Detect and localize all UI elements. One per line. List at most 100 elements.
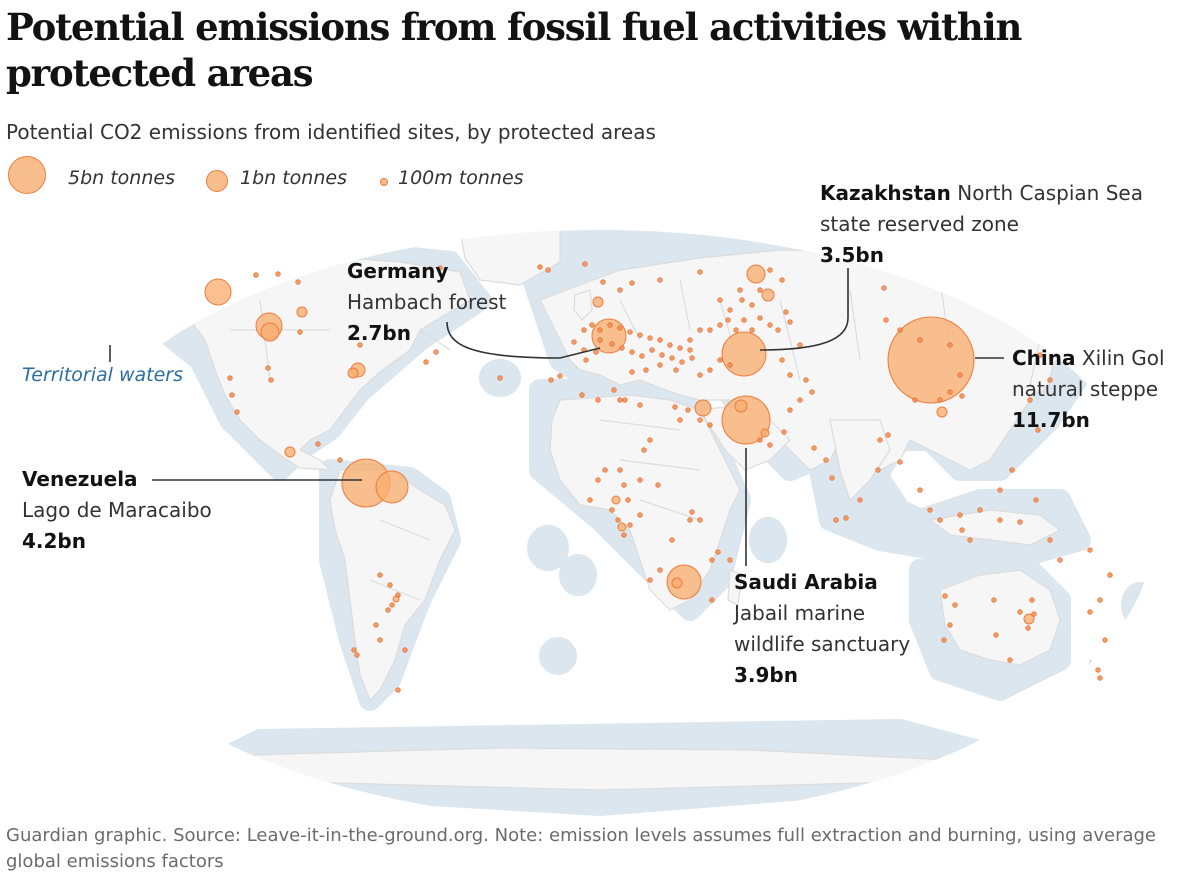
- emission-bubble-small: [749, 327, 755, 333]
- emission-bubble-small: [643, 367, 649, 373]
- emission-bubble-small: [637, 332, 643, 338]
- emission-bubble-small: [1033, 497, 1039, 503]
- emission-bubble-small: [787, 372, 793, 378]
- emission-bubble-small: [657, 277, 663, 283]
- emission-bubble-small: [657, 362, 663, 368]
- land-new-zealand: [1084, 659, 1101, 691]
- emission-bubble-small: [579, 392, 585, 398]
- saudi-value: 3.9bn: [734, 663, 798, 687]
- emission-bubble-small: [548, 377, 554, 383]
- emission-bubble-small: [582, 261, 588, 267]
- emission-bubble-small: [609, 507, 615, 513]
- emission-bubble-small: [881, 285, 887, 291]
- emission-bubble-small: [627, 522, 633, 528]
- emission-bubble-small: [385, 607, 391, 613]
- emission-bubble-small: [268, 377, 274, 383]
- emission-bubble-small: [689, 509, 695, 515]
- emission-bubble-small: [621, 532, 627, 538]
- emission-bubble-small: [581, 327, 587, 333]
- emission-bubble-large: [347, 367, 359, 379]
- emission-bubble-small: [297, 329, 303, 335]
- emission-bubble-small: [843, 515, 849, 521]
- emission-bubble-small: [767, 267, 773, 273]
- emission-bubble-small: [1009, 467, 1015, 473]
- kazakhstan-country: Kazakhstan: [820, 181, 951, 205]
- emission-bubble-small: [917, 487, 923, 493]
- emission-bubble-small: [697, 517, 703, 523]
- emission-bubble-small: [389, 602, 395, 608]
- emission-bubble-small: [687, 347, 693, 353]
- emission-bubble-small: [823, 457, 829, 463]
- emission-bubble-small: [707, 367, 713, 373]
- emission-bubble-large: [375, 470, 409, 504]
- emission-bubble-small: [669, 355, 675, 361]
- emission-bubble-small: [803, 377, 809, 383]
- land-greenland: [459, 230, 561, 286]
- emission-bubble-small: [571, 339, 577, 345]
- emission-bubble-small: [757, 437, 763, 443]
- emission-bubble-small: [265, 365, 271, 371]
- emission-bubble-small: [697, 372, 703, 378]
- emission-bubble-small: [275, 271, 281, 277]
- germany-site: Hambach forest: [347, 290, 507, 314]
- emission-bubble-small: [991, 597, 997, 603]
- emission-bubble-small: [947, 622, 953, 628]
- emission-bubble-small: [629, 349, 635, 355]
- emission-bubble-large: [592, 296, 604, 308]
- emission-bubble-small: [657, 567, 663, 573]
- emission-bubble-small: [655, 482, 661, 488]
- emission-bubble-small: [377, 637, 383, 643]
- emission-bubble-small: [897, 459, 903, 465]
- land-india: [829, 419, 891, 501]
- emission-bubble-small: [437, 265, 443, 271]
- emission-bubble-small: [717, 357, 723, 363]
- emission-bubble-small: [1095, 667, 1101, 673]
- emission-bubble-small: [587, 497, 593, 503]
- emission-bubble-large: [260, 322, 280, 342]
- annotation-germany: Germany Hambach forest 2.7bn: [347, 256, 506, 349]
- emission-bubble-small: [741, 317, 747, 323]
- emission-bubble-small: [609, 341, 615, 347]
- emission-bubble-small: [997, 517, 1003, 523]
- annotation-china: China Xilin Gol natural steppe 11.7bn: [1012, 343, 1165, 436]
- emission-bubble-small: [1057, 557, 1063, 563]
- emission-bubble-small: [1107, 572, 1113, 578]
- emission-bubble-small: [897, 327, 903, 333]
- emission-bubble-small: [783, 309, 789, 315]
- emission-bubble-small: [679, 359, 685, 365]
- emission-bubble-large: [936, 406, 948, 418]
- emission-bubble-small: [627, 329, 633, 335]
- emission-bubble-small: [811, 445, 817, 451]
- emission-bubble-small: [373, 622, 379, 628]
- emission-bubble-small: [637, 402, 643, 408]
- emission-bubble-large: [721, 331, 767, 377]
- emission-bubble-small: [739, 297, 745, 303]
- emission-bubble-small: [707, 422, 713, 428]
- emission-bubble-small: [787, 319, 793, 325]
- emission-bubble-large: [1023, 613, 1035, 625]
- emission-bubble-small: [253, 272, 259, 278]
- emission-bubble-small: [629, 369, 635, 375]
- emission-bubble-small: [942, 593, 948, 599]
- emission-bubble-small: [387, 582, 393, 588]
- emission-bubble-small: [615, 517, 621, 523]
- emission-bubble-small: [402, 647, 408, 653]
- emission-bubble-small: [959, 393, 965, 399]
- emission-bubble-small: [337, 457, 343, 463]
- legend-label-1bn: 1bn tonnes: [240, 167, 347, 189]
- emission-bubble-small: [622, 397, 628, 403]
- emission-bubble-large: [666, 564, 702, 600]
- emission-bubble-small: [593, 349, 599, 355]
- emission-bubble-small: [433, 349, 439, 355]
- emission-bubble-small: [597, 327, 603, 333]
- emission-bubble-small: [619, 345, 625, 351]
- china-country: China: [1012, 346, 1076, 370]
- emission-bubble-large: [284, 446, 296, 458]
- emission-bubble-small: [597, 337, 603, 343]
- emission-bubble-small: [779, 277, 785, 283]
- emission-bubble-small: [1017, 519, 1023, 525]
- emission-bubble-small: [781, 429, 787, 435]
- emission-bubble-small: [779, 357, 785, 363]
- emission-bubble-small: [1037, 352, 1043, 358]
- emission-bubble-small: [749, 302, 755, 308]
